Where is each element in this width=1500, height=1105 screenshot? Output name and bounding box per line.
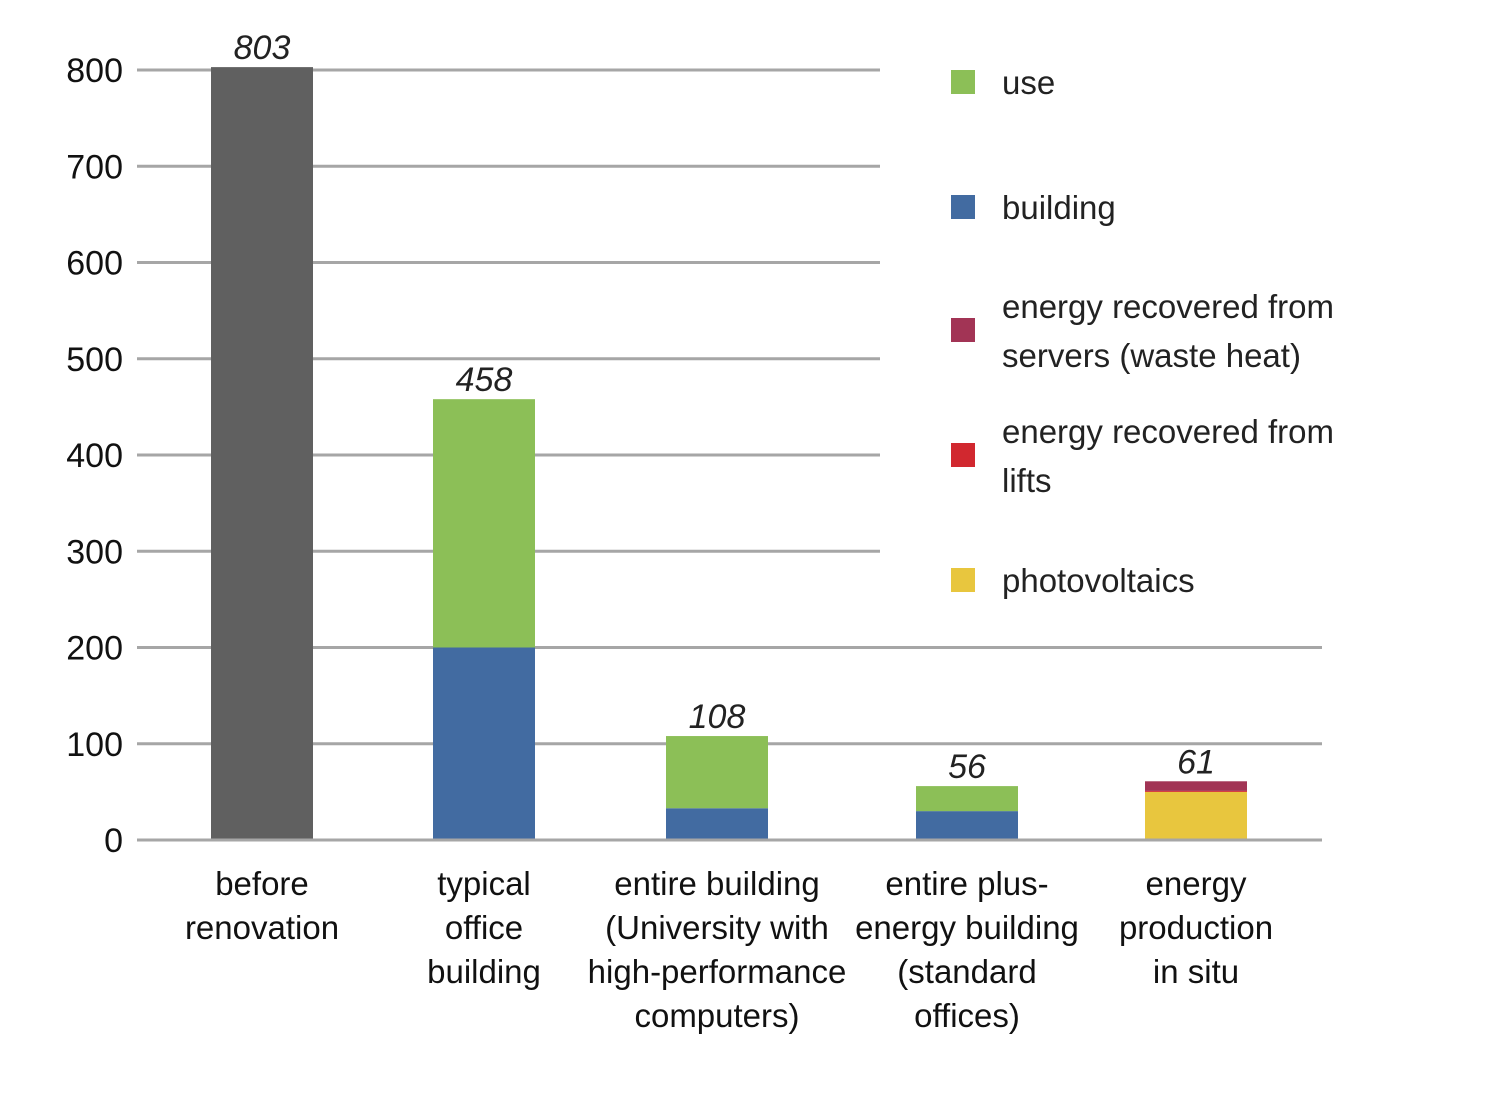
y-tick-label: 100 <box>66 726 123 764</box>
y-tick-label: 0 <box>104 822 123 860</box>
bar-segment <box>211 67 313 841</box>
bar-segment <box>1145 791 1247 840</box>
bar-segment <box>1145 790 1247 792</box>
data-label: 108 <box>689 698 746 736</box>
legend-label: energy recovered from <box>1002 413 1334 450</box>
data-label: 803 <box>234 29 291 67</box>
x-tick-label: entire building <box>614 865 819 902</box>
legend-label: servers (waste heat) <box>1002 337 1301 374</box>
legend-swatch <box>951 318 975 342</box>
x-tick-label: energy building <box>855 909 1079 946</box>
x-tick-label: energy <box>1146 865 1247 902</box>
data-label: 61 <box>1177 743 1215 781</box>
y-tick-label: 500 <box>66 341 123 379</box>
data-label: 56 <box>948 748 986 786</box>
y-tick-label: 400 <box>66 437 123 475</box>
y-tick-label: 300 <box>66 533 123 571</box>
x-tick-label: before <box>215 865 309 902</box>
x-tick-label: typical <box>437 865 531 902</box>
legend-label: lifts <box>1002 462 1052 499</box>
x-tick-label: entire plus- <box>885 865 1048 902</box>
legend-label: energy recovered from <box>1002 288 1334 325</box>
legend-label: photovoltaics <box>1002 562 1195 599</box>
legend-swatch <box>951 70 975 94</box>
legend-label: use <box>1002 64 1055 101</box>
x-tick-label: renovation <box>185 909 339 946</box>
x-tick-label: (standard <box>897 953 1036 990</box>
x-tick-label: production <box>1119 909 1273 946</box>
data-label: 458 <box>456 361 513 399</box>
legend-swatch <box>951 195 975 219</box>
x-tick-label: building <box>427 953 541 990</box>
x-tick-label: (University with <box>605 909 829 946</box>
bar-segment <box>916 786 1018 812</box>
y-tick-label: 600 <box>66 245 123 283</box>
x-tick-label: in situ <box>1153 953 1239 990</box>
bar-segment <box>916 811 1018 840</box>
legend-swatch <box>951 443 975 467</box>
bar-segment <box>433 399 535 648</box>
x-tick-label: computers) <box>634 997 799 1034</box>
x-tick-label: high-performance <box>588 953 847 990</box>
legend-swatch <box>951 568 975 592</box>
bar-segment <box>1145 781 1247 791</box>
y-tick-label: 200 <box>66 630 123 668</box>
bar-segment <box>666 736 768 809</box>
y-tick-label: 800 <box>66 52 123 90</box>
bar-segment <box>433 647 535 840</box>
x-tick-label: office <box>445 909 523 946</box>
x-tick-label: offices) <box>914 997 1020 1034</box>
y-tick-label: 700 <box>66 148 123 186</box>
legend-label: building <box>1002 189 1116 226</box>
bar-segment <box>666 808 768 840</box>
